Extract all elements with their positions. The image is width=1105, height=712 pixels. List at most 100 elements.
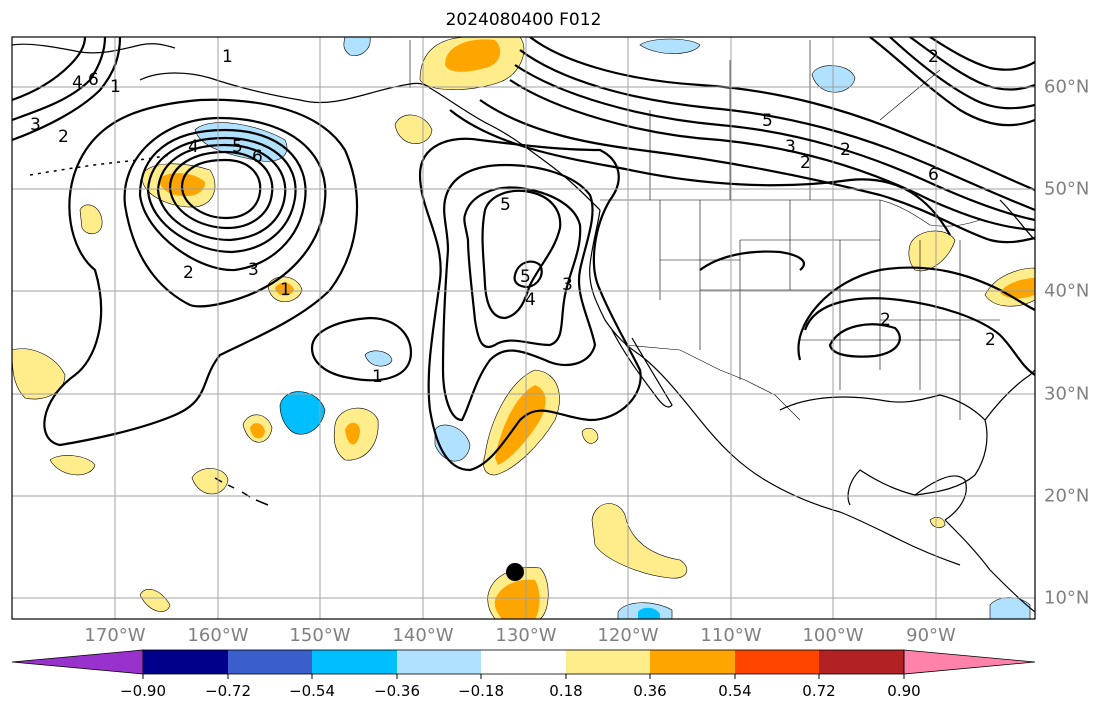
contour-line bbox=[146, 136, 297, 254]
lon-label: 110°W bbox=[700, 625, 762, 646]
lat-label: 50°N bbox=[1044, 178, 1090, 200]
colorbar-tick-label: 0.54 bbox=[718, 682, 752, 700]
border-canada-province bbox=[649, 40, 941, 200]
contour-line bbox=[828, 323, 901, 358]
shade-positive-strong bbox=[495, 385, 546, 465]
contour-line bbox=[418, 137, 642, 472]
contour-line bbox=[909, 37, 1035, 91]
contour-label: 1 bbox=[372, 367, 383, 387]
contour-label: 2 bbox=[183, 263, 194, 283]
contour-line bbox=[699, 250, 805, 271]
colorbar-bin bbox=[228, 650, 312, 674]
contour-line bbox=[519, 49, 1035, 212]
contour-label: 1 bbox=[110, 77, 121, 97]
coastline-us-west bbox=[589, 209, 641, 356]
shade-negative bbox=[364, 350, 393, 367]
contour-label: 3 bbox=[562, 275, 573, 295]
border-us-canada bbox=[600, 199, 981, 227]
colorbar-bin bbox=[650, 650, 735, 674]
contour-line bbox=[43, 98, 359, 447]
contour-layer bbox=[12, 37, 1035, 472]
contour-line bbox=[156, 143, 287, 242]
colorbar-tick-label: 0.72 bbox=[802, 682, 836, 700]
coastline-florida bbox=[984, 369, 1035, 421]
colorbar-tick-label: −0.54 bbox=[289, 682, 335, 700]
contour-line bbox=[889, 37, 1035, 110]
colorbar-bin bbox=[397, 650, 481, 674]
coastline-central-america bbox=[944, 519, 1035, 613]
lat-label: 30°N bbox=[1044, 383, 1090, 405]
coastline-yucatan bbox=[914, 475, 967, 521]
contour-line bbox=[12, 37, 87, 102]
contour-line bbox=[180, 158, 262, 220]
border-us-mexico bbox=[624, 344, 801, 421]
shade-positive-strong bbox=[250, 423, 265, 439]
contour-line bbox=[529, 37, 1035, 192]
colorbar-extend-high bbox=[903, 649, 1036, 675]
shade-negative bbox=[343, 37, 371, 56]
contour-label-layer: 2 3 4 5 6 1 2 3 4 5 6 1 2 3 5 1 2 3 4 5 … bbox=[30, 47, 996, 387]
coastline-mexico bbox=[639, 354, 961, 566]
coastline-gulf bbox=[779, 394, 988, 506]
shade-positive bbox=[929, 516, 946, 529]
shade-positive bbox=[191, 468, 229, 495]
contour-line bbox=[138, 128, 307, 272]
contour-label: 3 bbox=[785, 137, 796, 157]
colorbar-bin bbox=[312, 650, 397, 674]
colorbar-tick-label: −0.90 bbox=[120, 682, 166, 700]
contour-label: 3 bbox=[30, 115, 41, 135]
contour-label: 2 bbox=[58, 127, 69, 147]
colorbar-bin bbox=[481, 650, 566, 674]
shading-layer bbox=[12, 37, 1035, 619]
contour-label: 2 bbox=[840, 140, 851, 160]
contour-label: 2 bbox=[928, 47, 939, 67]
colorbar-extend-low bbox=[11, 649, 144, 675]
graticule bbox=[12, 37, 1035, 619]
contour-line bbox=[441, 163, 597, 422]
contour-label: 4 bbox=[72, 73, 83, 93]
shade-negative bbox=[279, 391, 326, 435]
shade-positive-strong bbox=[494, 579, 540, 619]
lon-label: 130°W bbox=[495, 625, 557, 646]
map-title: 2024080400 F012 bbox=[445, 10, 602, 30]
shade-positive bbox=[139, 588, 171, 612]
shade-positive bbox=[49, 455, 96, 476]
contour-line bbox=[514, 64, 1035, 222]
shade-positive bbox=[591, 503, 688, 579]
contour-line bbox=[310, 316, 413, 382]
shade-negative bbox=[638, 607, 660, 619]
shade-positive-strong bbox=[445, 39, 501, 72]
contour-line bbox=[509, 79, 1035, 232]
colorbar-bin bbox=[819, 650, 904, 674]
colorbar-tick-label: −0.18 bbox=[458, 682, 504, 700]
contour-line bbox=[481, 189, 562, 320]
lon-label: 170°W bbox=[84, 625, 146, 646]
contour-label: 4 bbox=[525, 290, 536, 310]
lon-label: 150°W bbox=[289, 625, 351, 646]
colorbar-tick-label: 0.36 bbox=[633, 682, 667, 700]
shade-negative bbox=[434, 424, 471, 462]
contour-label: 5 bbox=[762, 111, 773, 131]
storm-marker bbox=[506, 563, 524, 581]
shade-negative bbox=[639, 38, 701, 54]
lon-label: 160°W bbox=[187, 625, 249, 646]
contour-line bbox=[797, 266, 1035, 361]
colorbar-tick-label: −0.36 bbox=[374, 682, 420, 700]
contour-label: 5 bbox=[500, 195, 511, 215]
shade-positive-strong bbox=[345, 422, 360, 445]
coastline-alaska bbox=[139, 72, 601, 211]
shade-negative bbox=[989, 597, 1031, 619]
coastline-siberia bbox=[12, 43, 176, 54]
contour-label: 1 bbox=[222, 47, 233, 67]
colorbar bbox=[11, 649, 1036, 679]
shade-positive bbox=[581, 427, 599, 444]
border-layer bbox=[409, 40, 1000, 421]
contour-label: 4 bbox=[188, 137, 199, 157]
contour-label: 2 bbox=[985, 330, 996, 350]
lat-label: 60°N bbox=[1044, 76, 1090, 98]
shade-positive bbox=[908, 230, 956, 272]
lon-label: 140°W bbox=[392, 625, 454, 646]
colorbar-bin bbox=[143, 650, 228, 674]
lat-label: 20°N bbox=[1044, 485, 1090, 507]
